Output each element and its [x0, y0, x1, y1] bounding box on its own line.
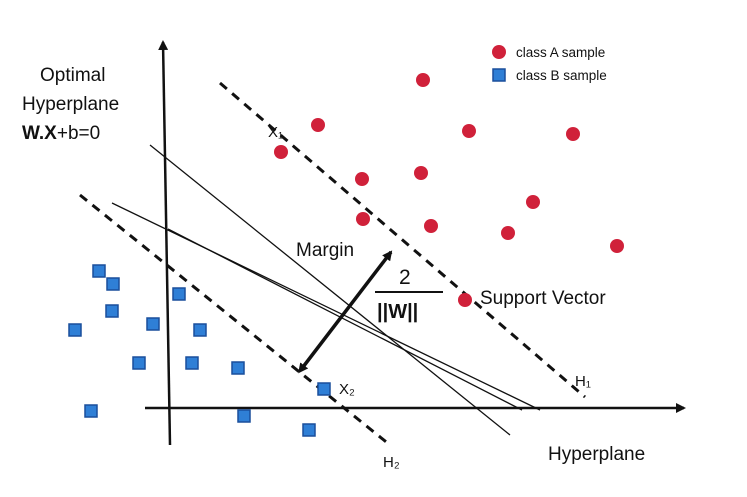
class-b-point: [172, 287, 186, 301]
equation-bold-part: W.X: [22, 123, 57, 144]
class-a-point: [501, 226, 515, 240]
class-a-point: [566, 127, 580, 141]
margin-label: Margin: [296, 240, 354, 261]
legend-class-b-label: class B sample: [516, 68, 607, 83]
class-b-point: [132, 356, 146, 370]
h1-label: H₁: [575, 373, 591, 390]
support-vector-point: [458, 293, 472, 307]
margin-denominator: ||W||: [377, 301, 418, 323]
margin-arrow: [298, 250, 393, 374]
x1-label: X₁: [268, 124, 283, 141]
class-b-point: [231, 361, 245, 375]
class-a-point: [462, 124, 476, 138]
equation-rest-part: +b=0: [57, 123, 100, 144]
optimal-hyperplane-line2: Hyperplane: [22, 94, 119, 115]
optimal-hyperplane-line1: Optimal: [40, 65, 105, 86]
class-b-point: [92, 264, 106, 278]
optimal-hyperplane-label: Optimal Hyperplane W.X+b=0: [22, 65, 119, 144]
hyperplane-line-2: [111, 202, 541, 411]
margin-numerator: 2: [399, 266, 411, 289]
support-vector-label: Support Vector: [480, 288, 606, 309]
class-b-point: [146, 317, 160, 331]
optimal-hyperplane-equation: W.X+b=0: [22, 123, 100, 144]
h2-margin-line: [79, 193, 391, 447]
legend-class-a-marker: [492, 45, 506, 59]
class-a-point: [311, 118, 325, 132]
class-a-point: [424, 219, 438, 233]
class-b-point: [84, 404, 98, 418]
class-b-point: [302, 423, 316, 437]
class-a-point: [526, 195, 540, 209]
y-axis: [158, 40, 172, 446]
h2-label: H₂: [383, 454, 400, 471]
class-b-point: [185, 356, 199, 370]
hyperplane-label: Hyperplane: [548, 444, 645, 465]
class-a-point: [610, 239, 624, 253]
class-b-point: [317, 382, 331, 396]
class-b-point: [106, 277, 120, 291]
x2-label: X₂: [339, 381, 355, 398]
class-a-point: [414, 166, 428, 180]
class-b-point: [68, 323, 82, 337]
class-b-samples: [68, 264, 331, 437]
legend: class A sample class B sample: [492, 45, 607, 83]
class-a-point: [355, 172, 369, 186]
class-a-point: [356, 212, 370, 226]
class-a-samples: [274, 73, 624, 307]
legend-class-a-label: class A sample: [516, 45, 605, 60]
legend-class-b-marker: [492, 68, 506, 82]
class-b-point: [193, 323, 207, 337]
class-a-point: [416, 73, 430, 87]
class-a-point: [274, 145, 288, 159]
h1-margin-line: [219, 81, 586, 399]
class-b-point: [105, 304, 119, 318]
class-b-point: [237, 409, 251, 423]
